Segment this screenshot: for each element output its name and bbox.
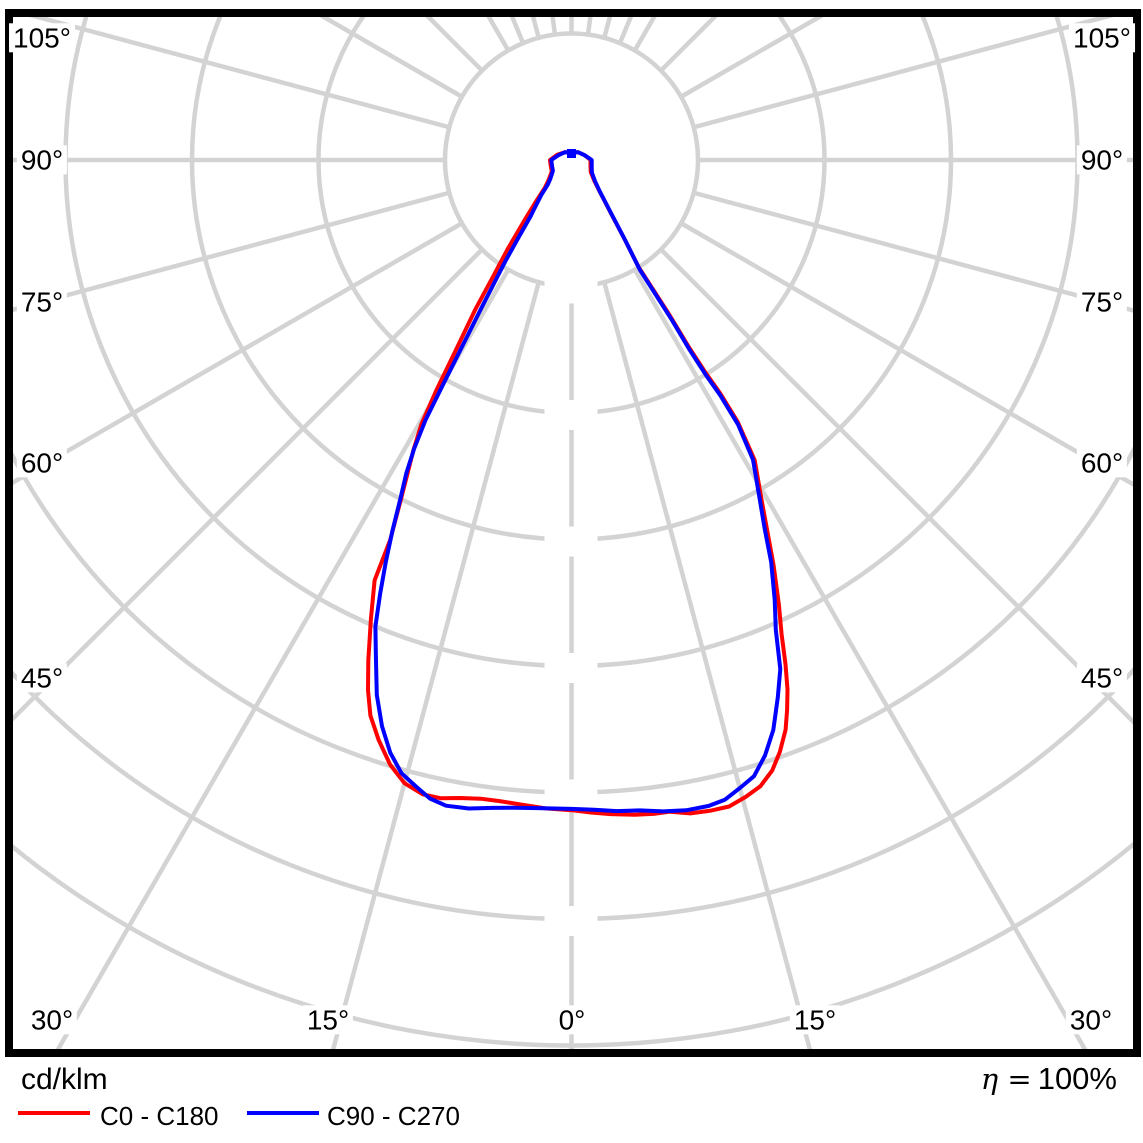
grid-spoke [13,190,450,312]
angle-label-bottom-2: 0° [554,1005,590,1035]
grid-spoke [330,281,541,1049]
peak-marker [567,149,576,158]
grid-spoke [13,221,464,486]
ring-value-box [544,400,598,430]
angle-label-left-1: 90° [16,145,68,175]
ring-value-box [544,273,598,304]
angle-label-bottom-0: 30° [26,1005,78,1035]
grid-spoke [693,190,1133,313]
legend-swatch-c90-c270 [247,1111,319,1115]
grid-spoke [659,247,1133,725]
angle-label-left-4: 45° [16,663,68,693]
curve-c90-c270 [373,150,783,814]
grid-spoke [55,268,511,1049]
grid-spoke [602,281,813,1049]
angle-label-bottom-1: 15° [302,1005,354,1035]
efficiency-label: η = 100% [981,1061,1117,1097]
legend-label-c90-c270: C90 - C270 [327,1101,460,1131]
angle-label-right-4: 45° [1076,663,1128,693]
angle-label-left-0: 105° [9,23,75,53]
legend-swatch-c0-c180 [18,1111,90,1115]
angle-label-bottom-4: 30° [1065,1005,1117,1035]
ring-value-box [544,653,598,683]
eta-symbol: η = [980,1062,1032,1096]
grid-spoke [29,17,450,130]
ring-value-box [544,779,598,810]
ring-value-box [544,526,598,557]
angle-label-right-1: 90° [1076,145,1128,175]
grid-spoke [679,221,1133,487]
eta-value: 100% [1037,1061,1117,1096]
ring-value-box [544,906,598,936]
angle-label-bottom-3: 15° [789,1005,841,1035]
angle-label-right-3: 60° [1076,448,1128,478]
angle-label-right-2: 75° [1076,287,1128,317]
grid-spoke [632,268,1088,1049]
chart-frame [5,9,1141,1057]
radial-unit-label: cd/klm [21,1063,108,1096]
legend-label-c0-c180: C0 - C180 [100,1101,219,1131]
angle-label-left-3: 60° [16,448,68,478]
grid-spoke [693,17,1114,130]
angle-label-left-2: 75° [16,287,68,317]
angle-label-right-0: 105° [1069,23,1135,53]
grid-spoke [13,247,484,722]
